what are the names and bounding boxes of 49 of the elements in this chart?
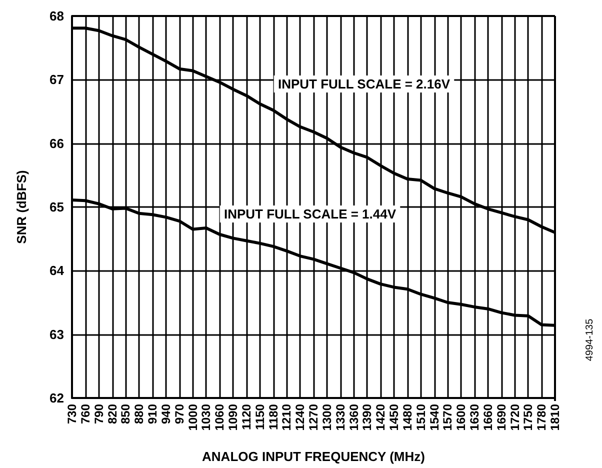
text: 4994-135 [584,318,596,362]
annotation: INPUT FULL SCALE = 1.44V [224,206,396,222]
x-tick-label: 760 [78,404,92,424]
y-tick-label: 65 [50,200,64,214]
y-tick-label: 63 [50,326,64,342]
x-tick-label: 1060 [212,404,227,431]
x-tick-label: 820 [105,404,120,424]
x-tick-label: 1300 [320,404,334,431]
x-tick-label: 1720 [508,404,522,431]
x-tick-label: 910 [146,404,160,424]
x-tick-label: 1330 [333,404,348,431]
x-tick-label: 1570 [440,404,455,431]
x-tick-label: 1450 [387,404,401,431]
x-tick-label: 1240 [293,404,308,431]
x-tick-label: 730 [65,404,79,424]
x-tick-label: 1510 [414,404,428,431]
x-tick-label: 1660 [480,404,495,431]
x-tick-label: 1210 [280,404,294,431]
y-axis-title: SNR (dBFS) [14,170,29,244]
x-tick-label: 1540 [427,404,442,431]
annotation: INPUT FULL SCALE = 2.16V [278,76,450,92]
x-tick-label: 1270 [306,404,320,431]
x-tick-label: 1480 [400,404,414,431]
x-axis-title: ANALOG INPUT FREQUENCY (MHz) [202,449,425,464]
x-tick-label: 1690 [494,404,508,431]
y-tick-label: 62 [50,390,64,406]
x-tick-label: 1600 [454,404,468,431]
x-tick-label: 1030 [199,404,214,431]
x-tick-label: 1630 [468,404,482,431]
x-tick-label: 1780 [534,404,549,431]
x-tick-label: 1750 [521,404,536,431]
x-tick-label: 1810 [548,404,562,431]
x-tick-label: 1120 [239,404,254,430]
x-tick-label: 970 [172,404,186,424]
x-tick-label: 790 [92,404,106,424]
y-tick-label: 64 [50,263,65,278]
x-tick-label: 1360 [346,404,361,431]
x-tick-label: 940 [158,404,173,424]
x-tick-label: 1000 [186,404,200,431]
y-tick-label: 67 [50,72,64,88]
x-tick-label: 1420 [374,404,388,431]
x-tick-label: 880 [132,404,146,424]
x-tick-label: 1090 [226,404,240,431]
y-tick-label: 68 [50,8,64,24]
x-tick-label: 1180 [266,404,280,430]
y-tick-label: 66 [50,136,64,151]
x-tick-label: 1150 [252,404,267,430]
x-tick-label: 1390 [360,404,374,431]
x-tick-label: 850 [118,404,133,424]
